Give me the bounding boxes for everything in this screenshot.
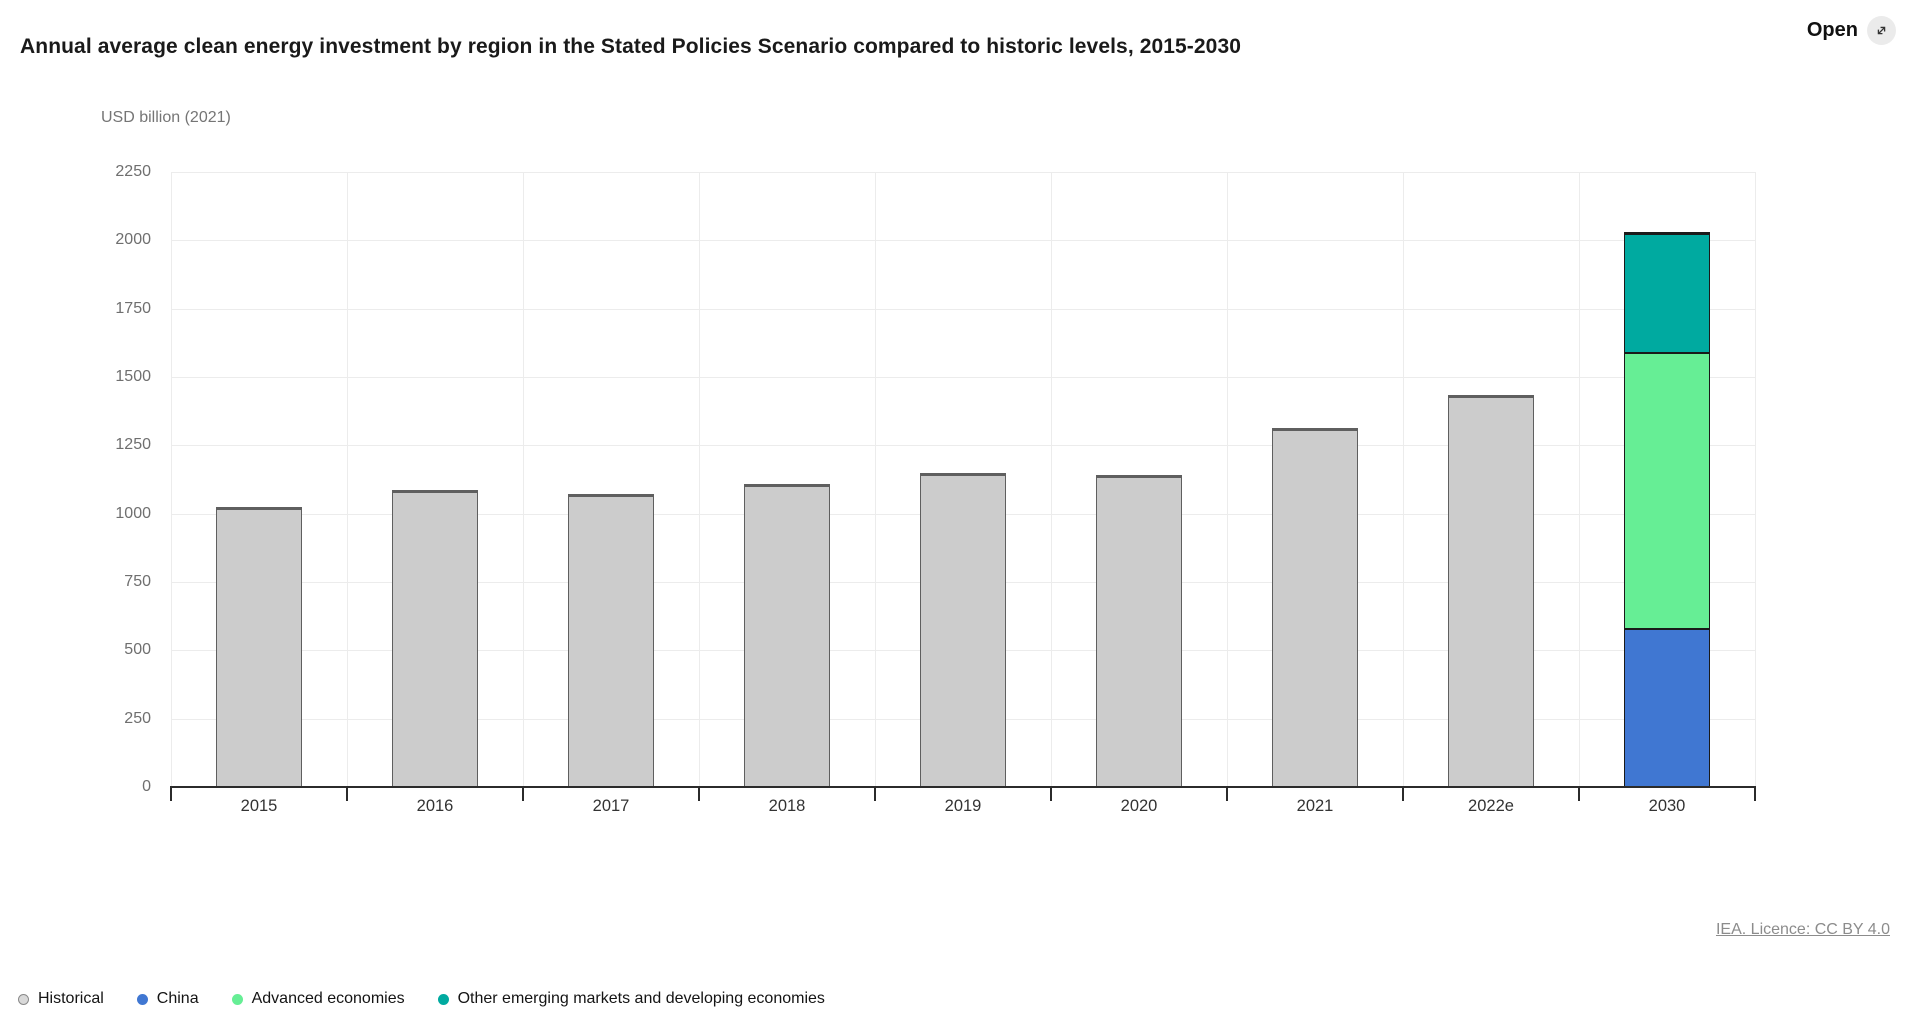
x-gridline bbox=[1755, 172, 1756, 787]
bar-segment-advanced-economies-2030[interactable] bbox=[1624, 352, 1710, 628]
legend-item-other-emerging-markets-and-developing-economies[interactable]: Other emerging markets and developing ec… bbox=[437, 990, 825, 1008]
bar-segment-historical-2017[interactable] bbox=[568, 494, 654, 787]
x-axis-category-label: 2020 bbox=[1120, 797, 1158, 815]
bar-segment-historical-2019[interactable] bbox=[920, 473, 1006, 787]
x-gridline bbox=[523, 172, 524, 787]
y-axis-tick-label: 2000 bbox=[115, 231, 151, 248]
legend-swatch-icon bbox=[18, 993, 29, 1005]
legend-swatch-icon bbox=[231, 993, 243, 1005]
legend-item-china[interactable]: China bbox=[136, 990, 199, 1008]
x-gridline bbox=[875, 172, 876, 787]
bar-segment-historical-2021[interactable] bbox=[1272, 428, 1358, 787]
y-axis-tick-label: 750 bbox=[124, 573, 151, 590]
open-button[interactable]: Open bbox=[1807, 15, 1896, 45]
x-gridline bbox=[347, 172, 348, 787]
y-gridline bbox=[171, 377, 1755, 378]
y-axis-tick-label: 0 bbox=[142, 778, 151, 795]
legend-swatch-icon bbox=[136, 993, 148, 1005]
x-gridline bbox=[1051, 172, 1052, 787]
x-gridline bbox=[1227, 172, 1228, 787]
x-axis-tick bbox=[1578, 787, 1580, 801]
x-axis-tick bbox=[522, 787, 524, 801]
x-axis-category-label: 2018 bbox=[768, 797, 806, 815]
legend-label: Historical bbox=[38, 990, 104, 1007]
chart-title: Annual average clean energy investment b… bbox=[20, 35, 1242, 59]
y-axis-tick-label: 500 bbox=[124, 641, 151, 658]
y-gridline bbox=[171, 445, 1755, 446]
x-axis-baseline bbox=[170, 786, 1756, 788]
y-axis-tick-label: 1500 bbox=[115, 368, 151, 385]
x-axis-tick bbox=[1050, 787, 1052, 801]
x-axis-category-label: 2022e bbox=[1468, 797, 1514, 815]
bar-segment-historical-2020[interactable] bbox=[1096, 475, 1182, 787]
x-axis-tick bbox=[1226, 787, 1228, 801]
x-axis-category-label: 2030 bbox=[1648, 797, 1686, 815]
x-gridline bbox=[171, 172, 172, 787]
legend-item-advanced-economies[interactable]: Advanced economies bbox=[231, 990, 405, 1008]
bar-segment-other-emerging-markets-and-developing-economies-2030[interactable] bbox=[1624, 232, 1710, 352]
legend-label: Advanced economies bbox=[251, 990, 405, 1007]
x-axis-tick bbox=[698, 787, 700, 801]
bar-segment-china-2030[interactable] bbox=[1624, 628, 1710, 787]
chart-legend: Historical China Advanced economies Other e… bbox=[18, 990, 825, 1008]
x-axis-tick bbox=[1754, 787, 1756, 801]
open-button-label[interactable]: Open bbox=[1806, 18, 1858, 41]
y-axis-tick-label: 1000 bbox=[115, 505, 151, 522]
x-axis-category-label: 2021 bbox=[1296, 797, 1334, 815]
x-axis-category-label: 2015 bbox=[240, 797, 278, 815]
x-axis-tick bbox=[1402, 787, 1404, 801]
x-axis-tick bbox=[170, 787, 172, 801]
bar-segment-historical-2016[interactable] bbox=[392, 490, 478, 787]
legend-swatch-icon bbox=[437, 993, 449, 1005]
x-axis-tick bbox=[874, 787, 876, 801]
x-gridline bbox=[699, 172, 700, 787]
legend-item-historical[interactable]: Historical bbox=[18, 990, 104, 1008]
bar-segment-historical-2018[interactable] bbox=[744, 484, 830, 787]
x-axis-tick bbox=[346, 787, 348, 801]
legend-label: Other emerging markets and developing ec… bbox=[457, 990, 825, 1007]
y-axis-tick-label: 2250 bbox=[115, 163, 151, 180]
unit-label: USD billion (2021) bbox=[101, 109, 231, 126]
y-axis-tick-label: 1750 bbox=[115, 300, 151, 317]
expand-diagonal-icon[interactable] bbox=[1867, 15, 1896, 45]
x-gridline bbox=[1579, 172, 1580, 787]
y-gridline bbox=[171, 309, 1755, 310]
y-axis-tick-label: 250 bbox=[124, 710, 151, 727]
legend-label: China bbox=[156, 990, 199, 1007]
licence-link[interactable]: IEA. Licence: CC BY 4.0 bbox=[1715, 921, 1890, 938]
x-gridline bbox=[1403, 172, 1404, 787]
x-axis-category-label: 2016 bbox=[416, 797, 454, 815]
x-axis-category-label: 2017 bbox=[592, 797, 630, 815]
y-axis-tick-label: 1250 bbox=[115, 436, 151, 453]
bar-segment-historical-2022e[interactable] bbox=[1448, 395, 1534, 787]
bar-segment-historical-2015[interactable] bbox=[216, 507, 302, 787]
x-axis-category-label: 2019 bbox=[944, 797, 982, 815]
y-gridline bbox=[171, 240, 1755, 241]
y-gridline bbox=[171, 172, 1755, 173]
